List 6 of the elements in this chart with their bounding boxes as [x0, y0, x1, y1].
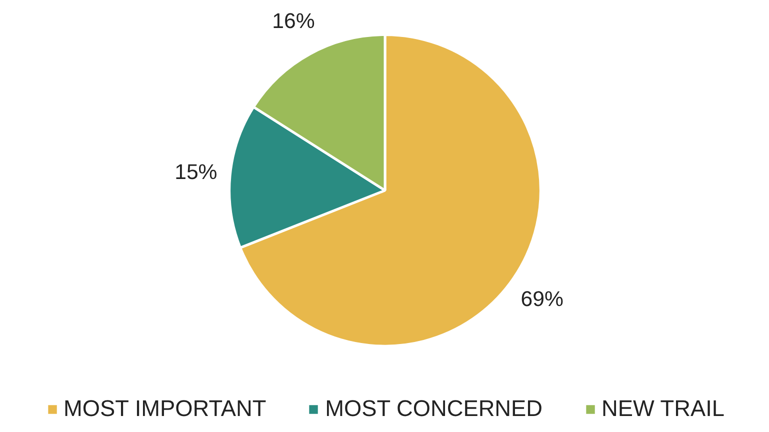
legend-label: MOST IMPORTANT: [64, 395, 266, 422]
data-label: 15%: [174, 160, 218, 184]
data-label: 69%: [520, 286, 564, 311]
legend-label: MOST CONCERNED: [325, 395, 543, 422]
data-label: 16%: [272, 9, 315, 34]
legend-label: NEW TRAIL: [602, 395, 724, 422]
